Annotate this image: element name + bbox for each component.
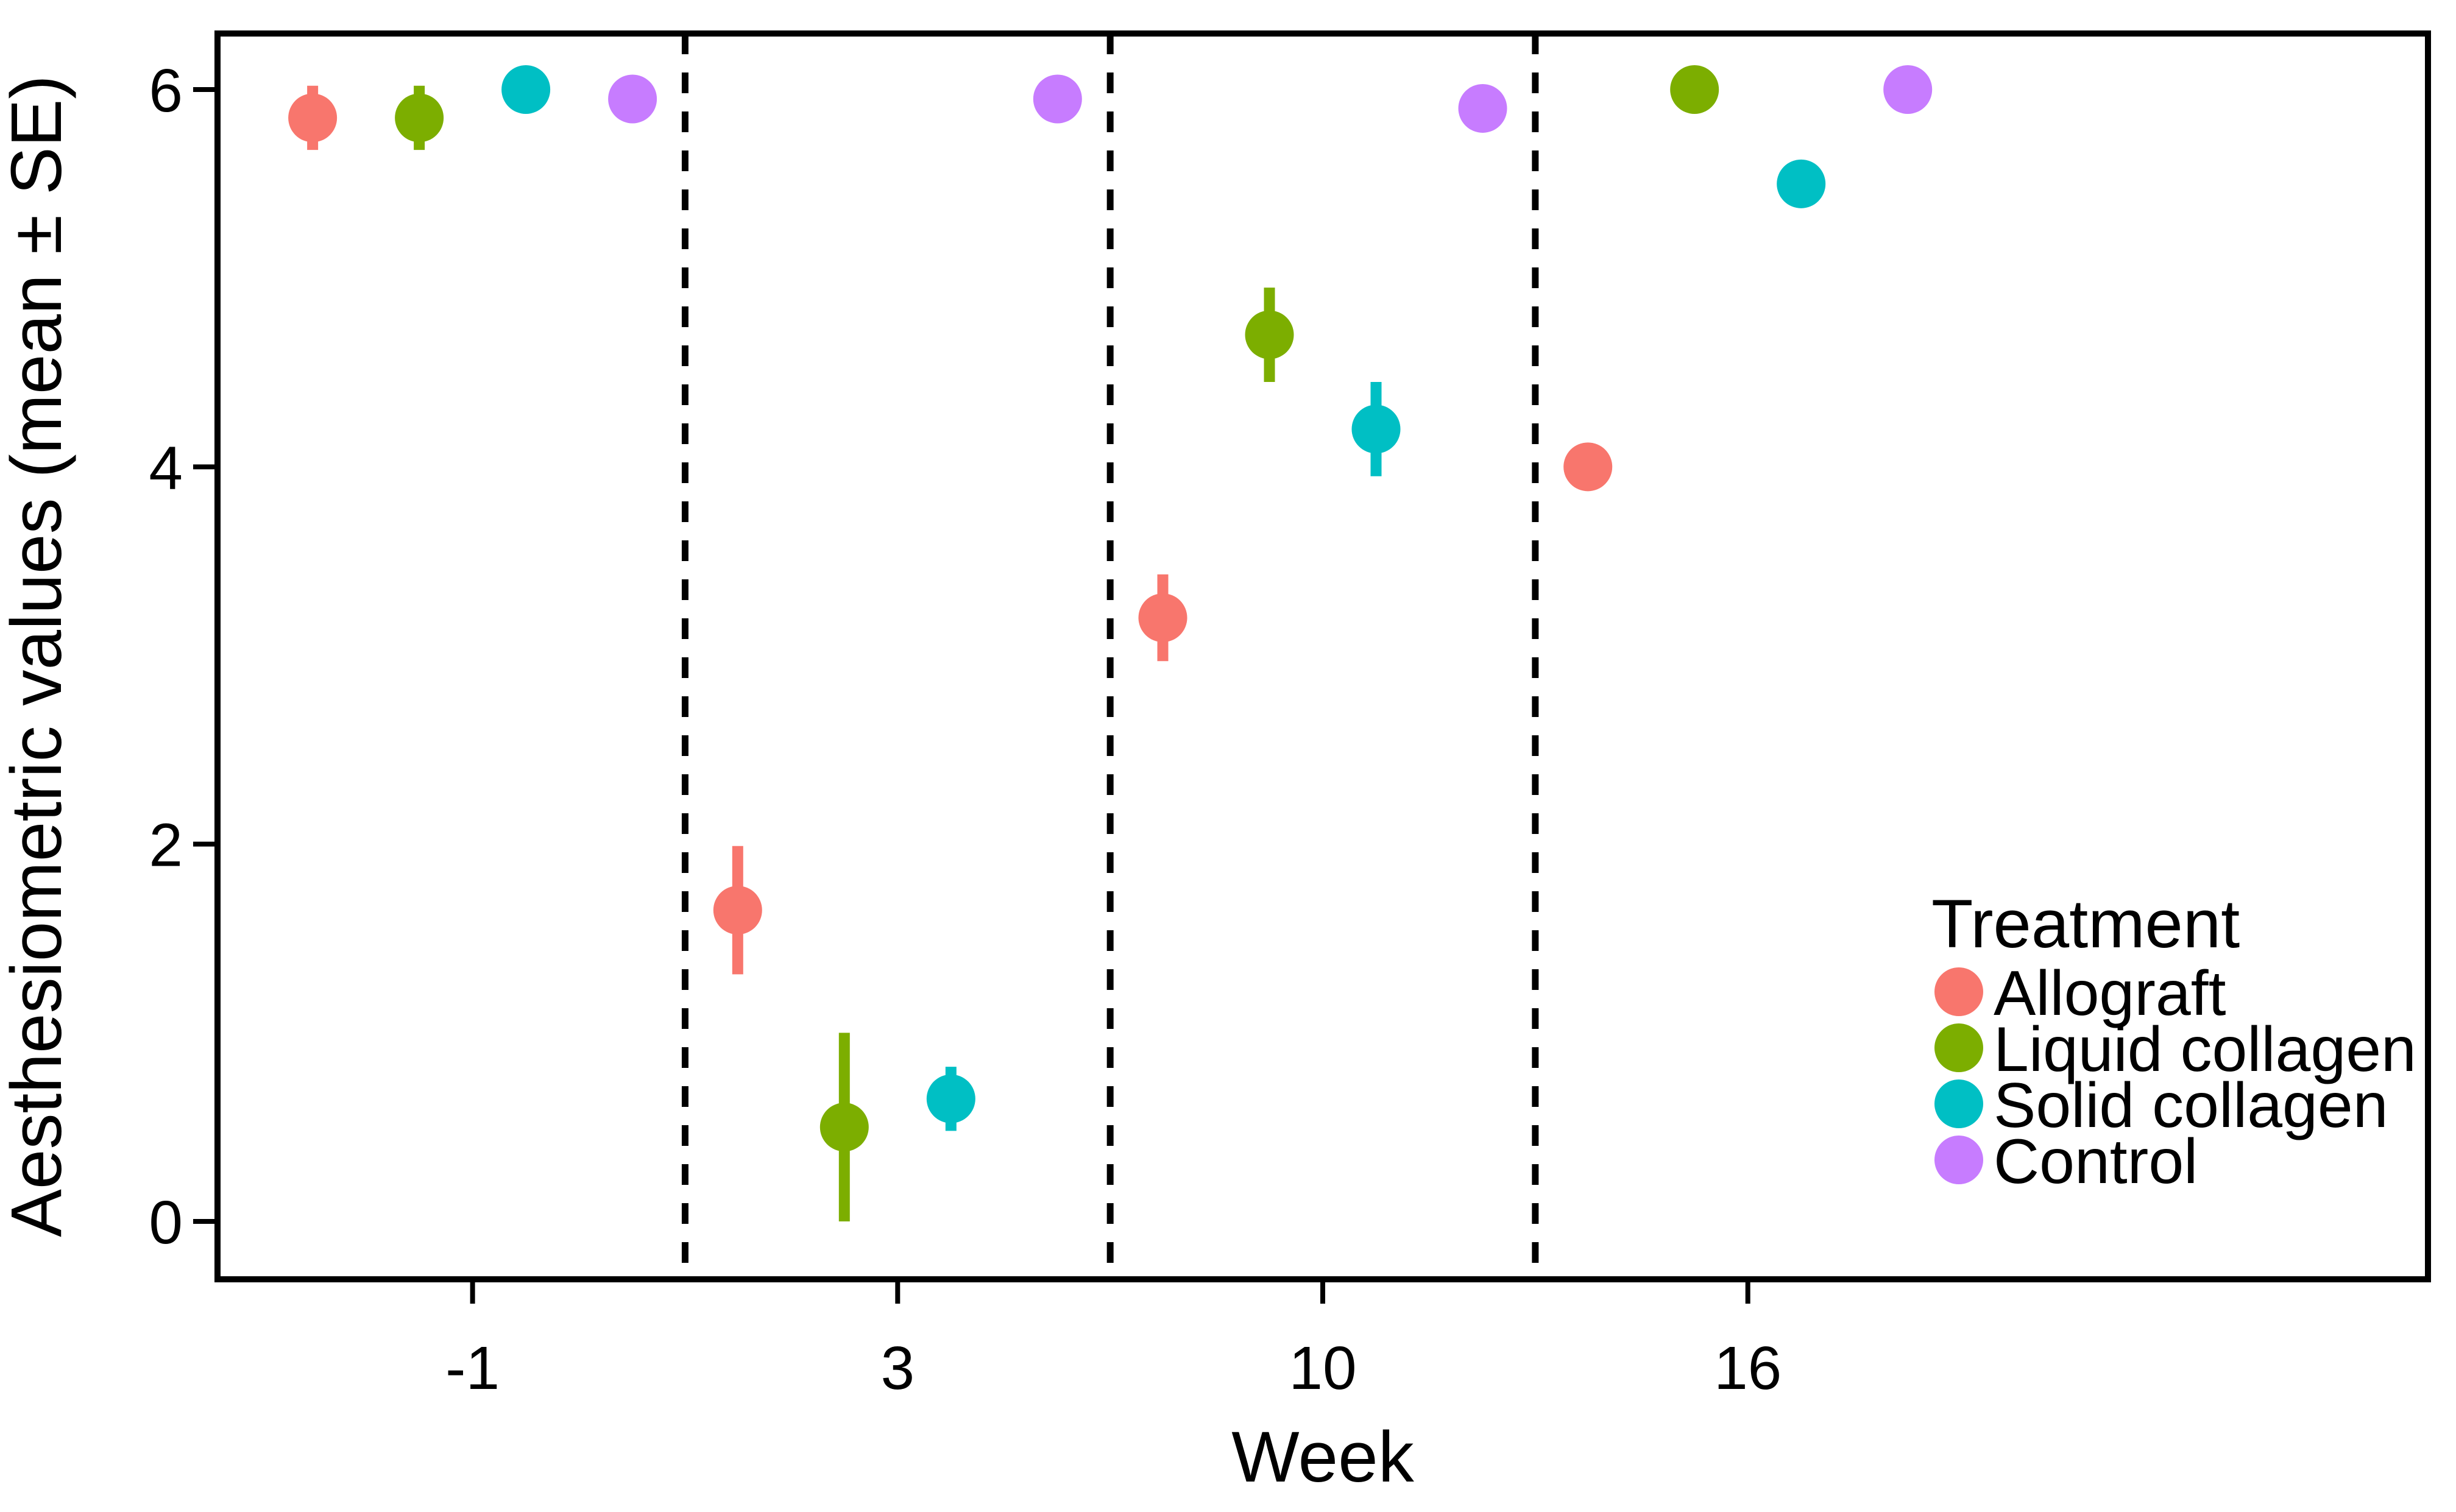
data-point-solid-collagen-week10 [1351, 404, 1401, 454]
y-tick-label: 2 [149, 811, 183, 880]
data-point-control-week-1 [608, 74, 657, 124]
x-tick-label: 16 [1714, 1334, 1782, 1402]
legend-label-allograft: Allograft [1994, 958, 2226, 1029]
legend-key-allograft [1934, 967, 1983, 1016]
legend-key-control [1934, 1136, 1983, 1184]
data-point-control-week10 [1458, 83, 1507, 133]
legend-title: Treatment [1931, 886, 2240, 962]
legend-label-liquid-collagen: Liquid collagen [1994, 1014, 2416, 1085]
legend-key-liquid-collagen [1934, 1023, 1983, 1072]
data-point-control-week16 [1883, 65, 1933, 114]
data-point-liquid-collagen-week16 [1670, 65, 1719, 114]
data-point-liquid-collagen-week10 [1245, 310, 1294, 359]
y-tick-label: 0 [149, 1189, 183, 1257]
x-tick-label: 10 [1289, 1334, 1356, 1402]
data-point-solid-collagen-week3 [926, 1074, 975, 1123]
y-axis-title: Aesthesiometric values (mean ± SE) [0, 75, 77, 1237]
data-point-liquid-collagen-week3 [819, 1103, 869, 1152]
legend-label-solid-collagen: Solid collagen [1994, 1070, 2388, 1141]
data-point-control-week3 [1033, 74, 1082, 124]
plot-panel-border [214, 30, 2431, 1282]
data-point-solid-collagen-week16 [1777, 159, 1826, 208]
data-point-allograft-week3 [713, 886, 762, 935]
data-point-allograft-week-1 [288, 93, 338, 143]
legend-key-solid-collagen [1934, 1079, 1983, 1128]
data-point-allograft-week16 [1563, 442, 1613, 492]
x-tick-label: 3 [880, 1334, 915, 1402]
y-tick-label: 4 [149, 434, 183, 502]
y-tick-label: 6 [149, 57, 183, 125]
data-point-liquid-collagen-week-1 [395, 93, 444, 143]
data-point-allograft-week10 [1138, 593, 1187, 643]
x-axis-title: Week [1231, 1417, 1414, 1497]
data-point-solid-collagen-week-1 [501, 65, 551, 114]
legend-label-control: Control [1994, 1126, 2198, 1197]
x-tick-label: -1 [445, 1334, 500, 1402]
